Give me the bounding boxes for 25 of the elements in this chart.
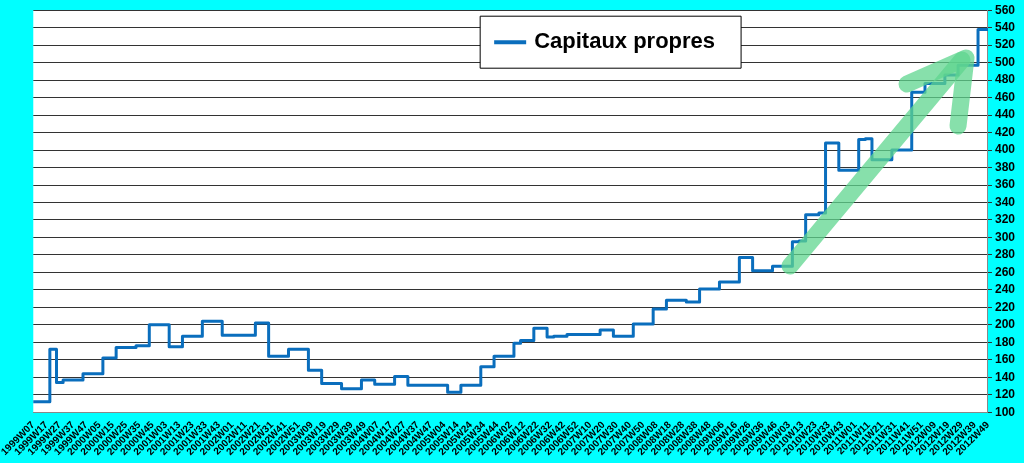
y-tick-label: 140 xyxy=(994,369,1016,384)
y-tick-label: 160 xyxy=(994,352,1016,367)
y-tick-label: 420 xyxy=(994,124,1016,139)
y-tick-label: 400 xyxy=(994,142,1016,157)
y-tick-label: 340 xyxy=(994,194,1016,209)
y-tick-label: 500 xyxy=(994,54,1016,69)
y-tick-label: 320 xyxy=(994,212,1016,227)
y-tick-label: 460 xyxy=(994,89,1016,104)
y-tick-label: 480 xyxy=(994,72,1016,87)
y-tick-label: 560 xyxy=(994,2,1016,17)
y-tick-label: 260 xyxy=(994,264,1016,279)
legend-label: Capitaux propres xyxy=(534,28,716,54)
y-tick-label: 440 xyxy=(994,107,1016,122)
y-tick-label: 120 xyxy=(994,387,1016,402)
y-tick-label: 240 xyxy=(994,282,1016,297)
y-tick-label: 100 xyxy=(994,404,1016,419)
y-tick-label: 300 xyxy=(994,229,1016,244)
y-tick-label: 280 xyxy=(994,247,1016,262)
y-tick-label: 360 xyxy=(994,177,1016,192)
y-tick-label: 200 xyxy=(994,317,1016,332)
y-tick-label: 380 xyxy=(994,159,1016,174)
y-tick-label: 180 xyxy=(994,334,1016,349)
y-tick-label: 540 xyxy=(994,19,1016,34)
y-tick-label: 520 xyxy=(994,37,1016,52)
y-tick-label: 220 xyxy=(994,299,1016,314)
